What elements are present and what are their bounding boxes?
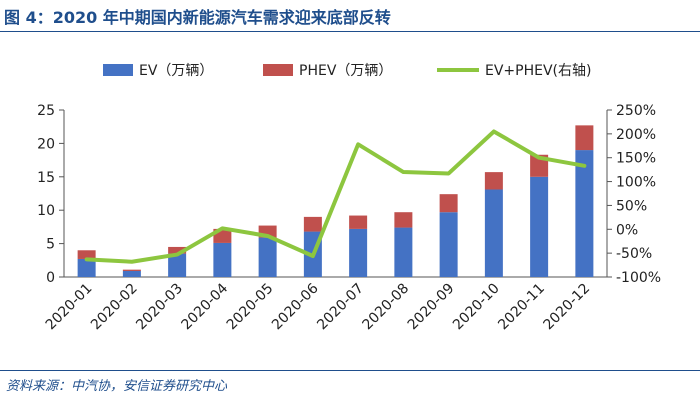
source-divider bbox=[0, 370, 700, 371]
line-point bbox=[492, 129, 496, 133]
line-point bbox=[537, 156, 541, 160]
y-right-tick-label: 200% bbox=[616, 127, 656, 143]
y-right-tick-label: 250% bbox=[616, 103, 656, 119]
bar-ev bbox=[439, 212, 458, 277]
line-point bbox=[85, 257, 89, 261]
legend: EV（万辆） PHEV（万辆） EV+PHEV(右轴) bbox=[103, 63, 591, 79]
x-tick-label: 2020-03 bbox=[133, 281, 186, 334]
y-right-tick-label: 50% bbox=[616, 198, 647, 214]
bar-phev bbox=[484, 172, 503, 190]
x-tick-label: 2020-01 bbox=[43, 281, 96, 334]
bar-ev bbox=[77, 258, 96, 277]
x-tick-label: 2020-10 bbox=[450, 281, 503, 334]
line-point bbox=[356, 142, 360, 146]
bar-phev bbox=[168, 246, 187, 254]
y-left-tick-label: 25 bbox=[37, 103, 55, 119]
growth-line bbox=[84, 129, 587, 264]
bar-phev bbox=[439, 194, 458, 213]
y-left-tick-label: 15 bbox=[37, 170, 55, 186]
legend-swatch-ev bbox=[103, 64, 133, 76]
line-point bbox=[220, 226, 224, 230]
legend-label-line: EV+PHEV(右轴) bbox=[485, 63, 591, 79]
x-tick-label: 2020-09 bbox=[405, 281, 458, 334]
bar-phev bbox=[575, 125, 594, 151]
bar-ev bbox=[484, 189, 503, 277]
bar-ev bbox=[258, 237, 277, 277]
x-tick-label: 2020-07 bbox=[314, 281, 367, 334]
x-tick-label: 2020-08 bbox=[360, 281, 413, 334]
line-ev-phev-growth bbox=[84, 129, 587, 264]
title-divider bbox=[0, 31, 700, 32]
y-right-tick-label: -100% bbox=[616, 270, 661, 286]
bars bbox=[77, 125, 594, 277]
bar-ev bbox=[168, 253, 187, 277]
y-left-tick-label: 20 bbox=[37, 136, 55, 152]
legend-swatch-phev bbox=[263, 64, 293, 76]
y-left-tick-label: 5 bbox=[46, 237, 55, 253]
axes: 0 5 10 15 20 25 -100% -50% 0% 50% 100% 150% 200% 250% bbox=[37, 103, 661, 286]
bar-ev bbox=[530, 176, 549, 277]
bar-ev bbox=[122, 270, 141, 277]
chart-title: 图 4：2020 年中期国内新能源汽车需求迎来底部反转 bbox=[4, 8, 391, 27]
y-left-tick-label: 0 bbox=[46, 270, 55, 286]
line-point bbox=[311, 254, 315, 258]
bar-phev bbox=[349, 215, 368, 229]
line-point bbox=[582, 164, 586, 168]
bar-phev bbox=[122, 269, 141, 271]
bar-ev bbox=[575, 150, 594, 277]
line-point bbox=[447, 171, 451, 175]
y-right-tick-label: 100% bbox=[616, 175, 656, 191]
line-point bbox=[401, 170, 405, 174]
legend-label-phev: PHEV（万辆） bbox=[299, 63, 392, 79]
bar-ev bbox=[349, 228, 368, 277]
x-tick-label: 2020-04 bbox=[179, 280, 232, 333]
bar-phev bbox=[303, 216, 322, 232]
bar-ev bbox=[394, 227, 413, 277]
x-tick-label: 2020-05 bbox=[224, 281, 277, 334]
y-right-tick-label: 150% bbox=[616, 151, 656, 167]
y-right-tick-label: 0% bbox=[616, 222, 638, 238]
y-right-tick-label: -50% bbox=[616, 246, 652, 262]
y-left-tick-label: 10 bbox=[37, 203, 55, 219]
x-tick-label: 2020-06 bbox=[269, 280, 322, 333]
legend-label-ev: EV（万辆） bbox=[139, 63, 213, 79]
line-point bbox=[266, 234, 270, 238]
line-point bbox=[130, 260, 134, 264]
bar-ev bbox=[213, 242, 232, 277]
x-tick-label: 2020-11 bbox=[495, 281, 548, 334]
line-point bbox=[175, 253, 179, 257]
x-tick-label: 2020-12 bbox=[541, 281, 594, 334]
source-note: 资料来源：中汽协，安信证券研究中心 bbox=[6, 379, 228, 394]
x-axis-ticks: 2020-012020-022020-032020-042020-052020-… bbox=[43, 280, 593, 333]
x-tick-label: 2020-02 bbox=[88, 281, 141, 334]
bar-phev bbox=[77, 250, 96, 259]
bar-phev bbox=[394, 212, 413, 228]
